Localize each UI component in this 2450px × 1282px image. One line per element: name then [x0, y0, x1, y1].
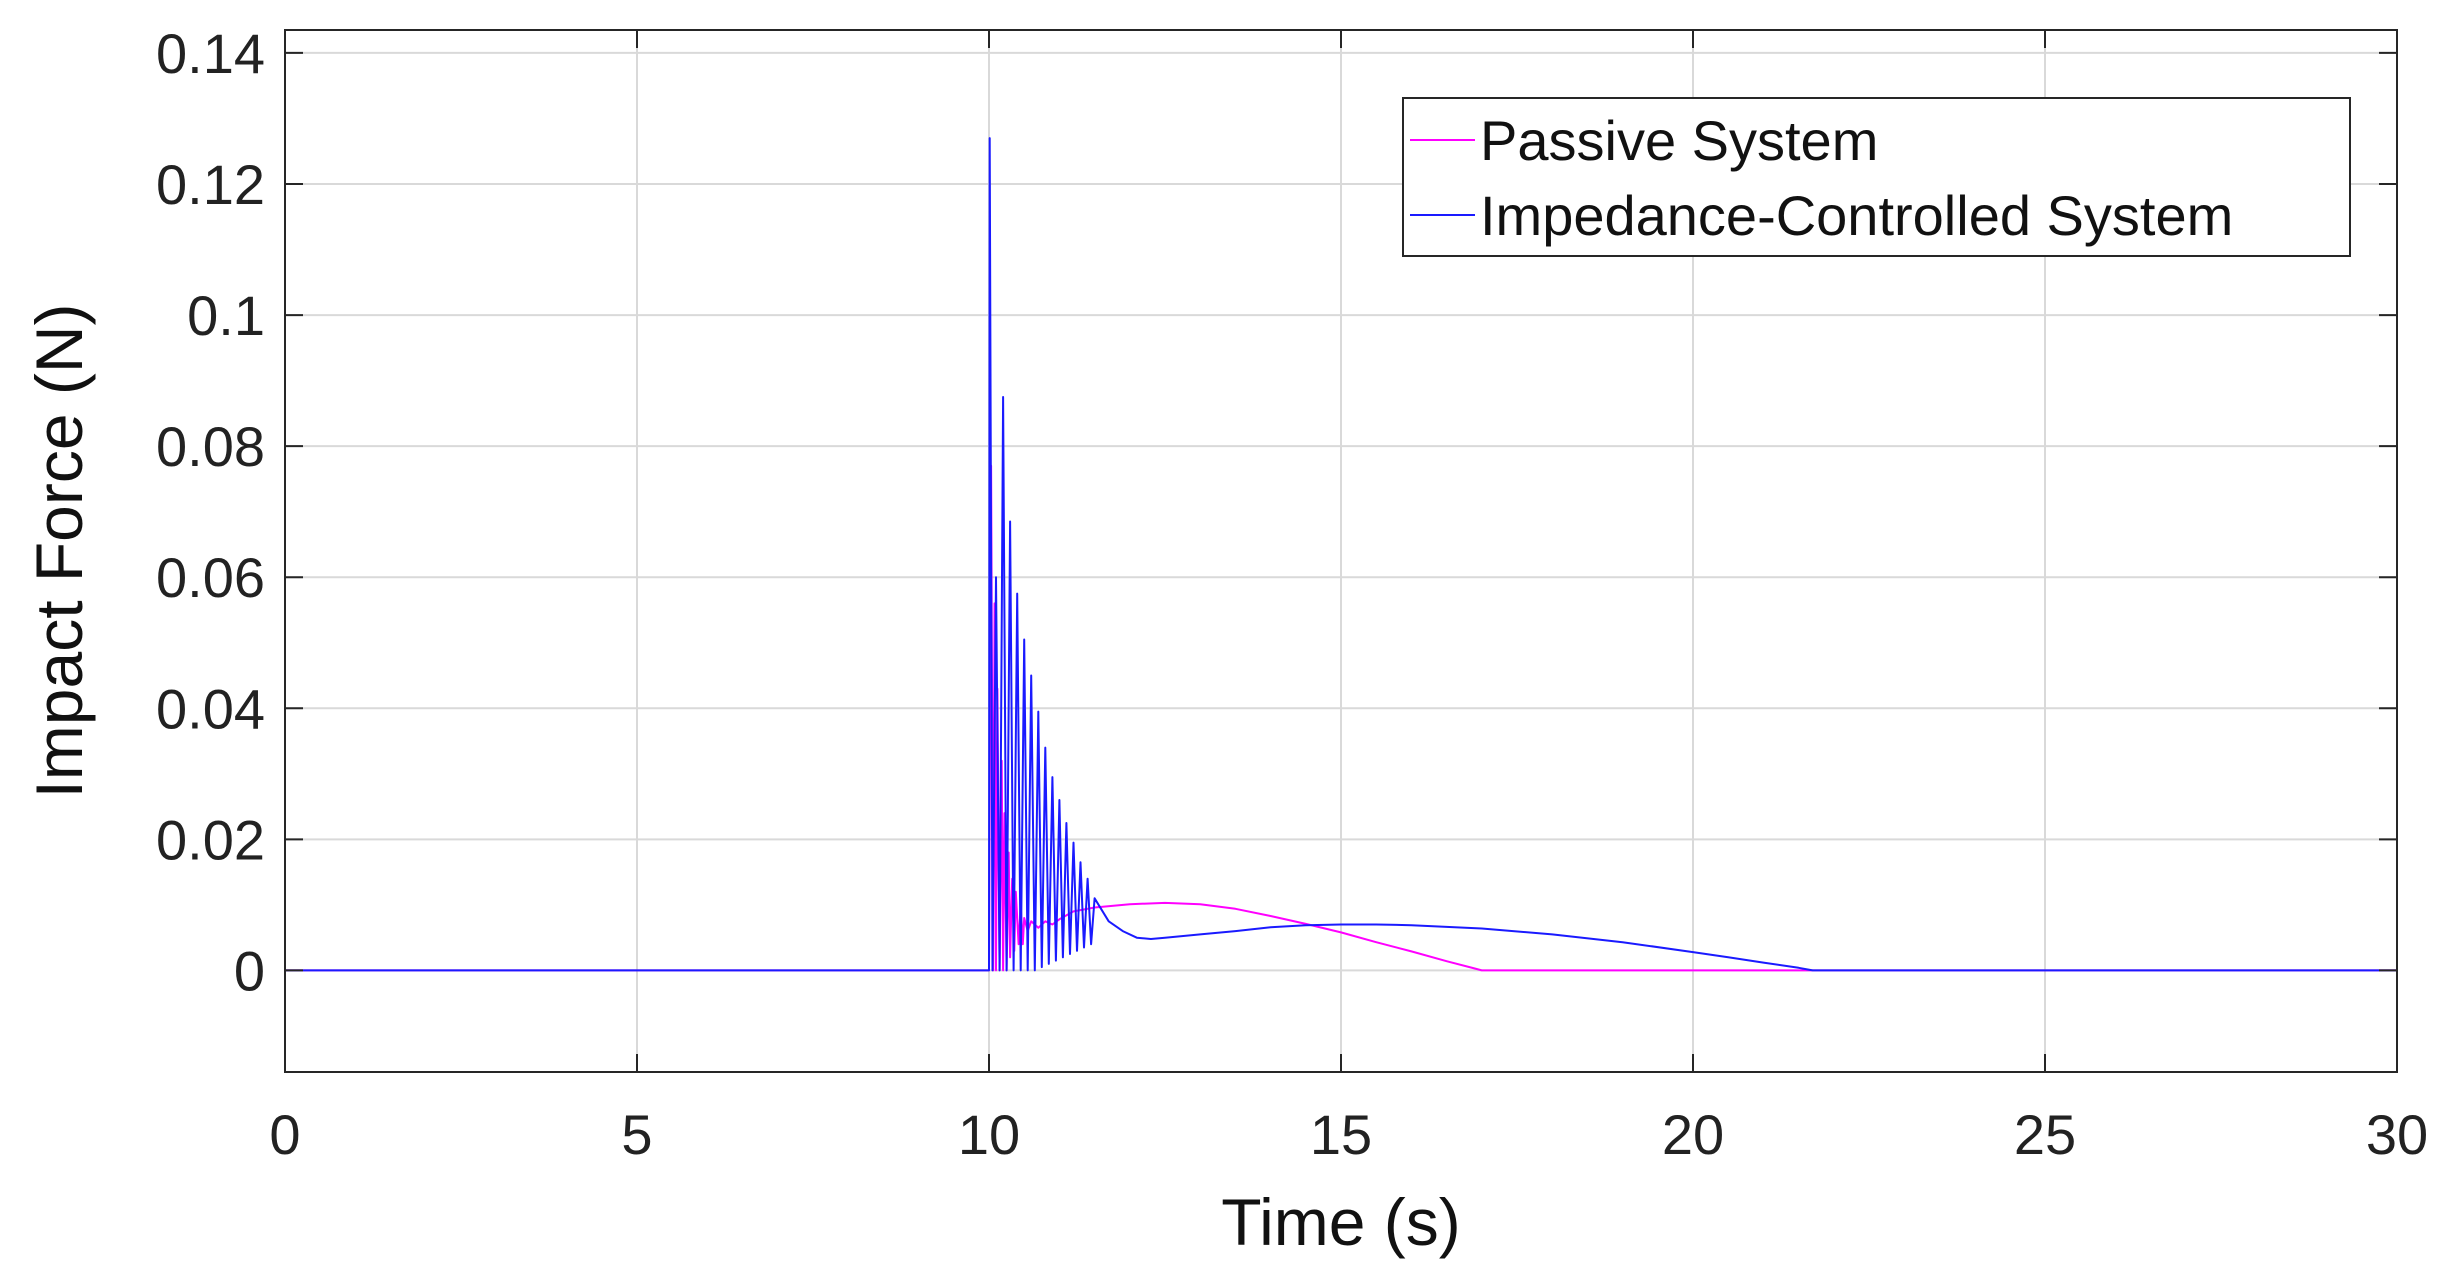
y-tick-label: 0.02 — [156, 808, 265, 871]
y-tick-label: 0.1 — [187, 284, 265, 347]
y-axis-label: Impact Force (N) — [22, 303, 96, 798]
x-tick-label: 0 — [269, 1103, 300, 1166]
legend[interactable]: Passive System Impedance-Controlled Syst… — [1402, 97, 2351, 257]
series-line-impedance-controlled-system — [285, 137, 2397, 972]
y-tick-label: 0.06 — [156, 546, 265, 609]
x-tick-label: 25 — [2014, 1103, 2076, 1166]
x-tick-label: 10 — [958, 1103, 1020, 1166]
x-axis-label: Time (s) — [1221, 1185, 1461, 1259]
legend-box — [1402, 97, 2351, 257]
y-tick-label: 0.08 — [156, 415, 265, 478]
series-layer — [285, 137, 2397, 972]
legend-label-passive-system: Passive System — [1480, 109, 1878, 172]
x-tick-label: 20 — [1662, 1103, 1724, 1166]
y-tick-label: 0.12 — [156, 153, 265, 216]
x-tick-label: 30 — [2366, 1103, 2428, 1166]
x-axis-ticks: 0 5 10 15 20 25 30 — [269, 30, 2428, 1166]
legend-label-impedance-controlled-system: Impedance-Controlled System — [1480, 184, 2233, 247]
y-tick-label: 0.04 — [156, 677, 265, 740]
y-tick-label: 0 — [234, 939, 265, 1002]
y-tick-label: 0.14 — [156, 22, 265, 85]
x-tick-label: 15 — [1310, 1103, 1372, 1166]
y-axis-ticks: 0 0.02 0.04 0.06 0.08 0.1 0.12 0.14 — [156, 22, 2397, 1002]
x-tick-label: 5 — [621, 1103, 652, 1166]
